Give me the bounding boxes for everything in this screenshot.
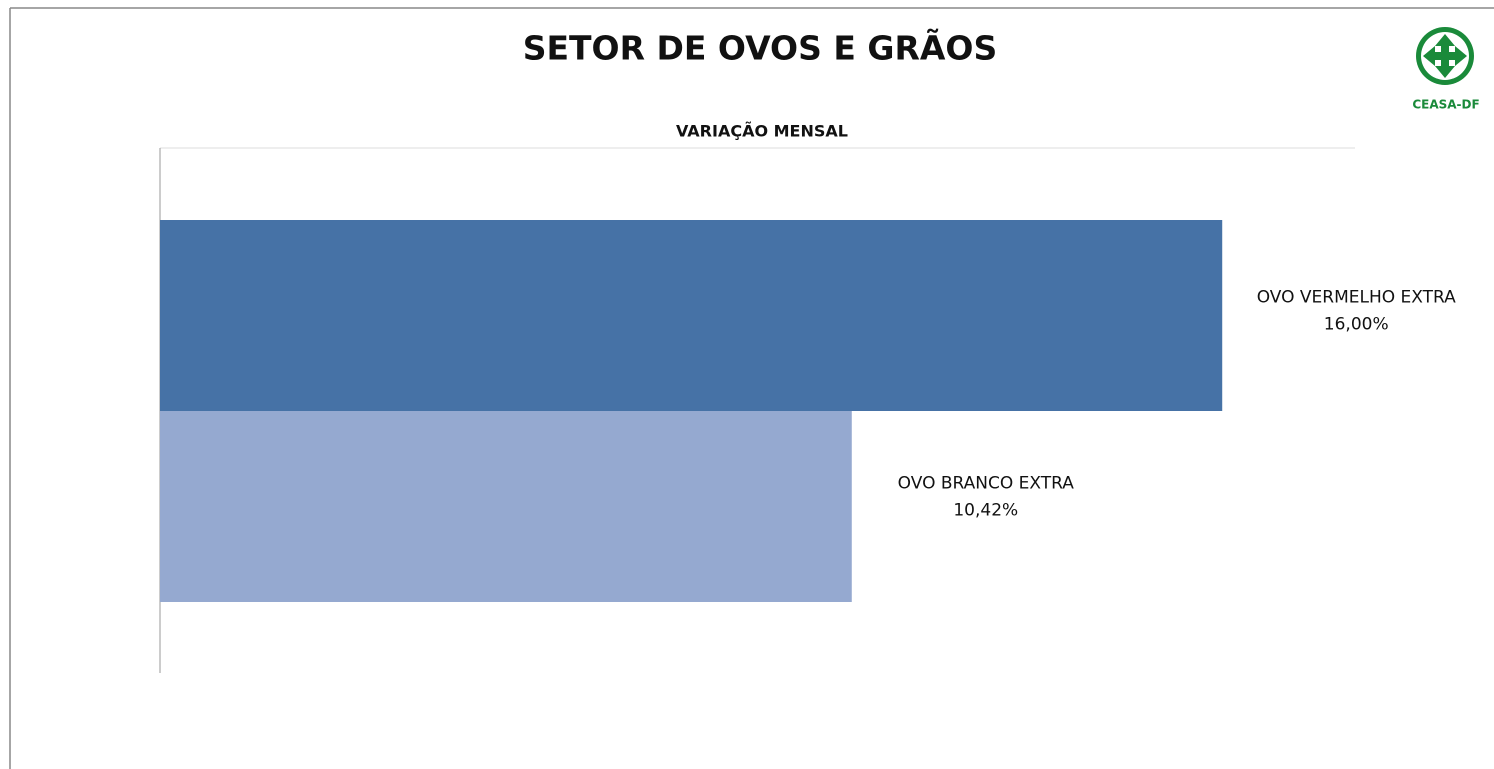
bar	[160, 411, 852, 602]
chart-subtitle: VARIAÇÃO MENSAL	[676, 122, 848, 141]
bar	[160, 220, 1223, 411]
value-label: 16,00%	[1324, 315, 1389, 335]
chart-title: SETOR DE OVOS E GRÃOS	[523, 28, 998, 68]
logo-text: CEASA-DF	[1412, 98, 1479, 112]
logo-arrows	[1423, 34, 1467, 78]
value-label: 10,42%	[953, 501, 1018, 521]
category-label: OVO BRANCO EXTRA	[898, 474, 1075, 494]
category-label: OVO VERMELHO EXTRA	[1257, 288, 1456, 308]
logo: CEASA-DF	[1412, 27, 1480, 112]
